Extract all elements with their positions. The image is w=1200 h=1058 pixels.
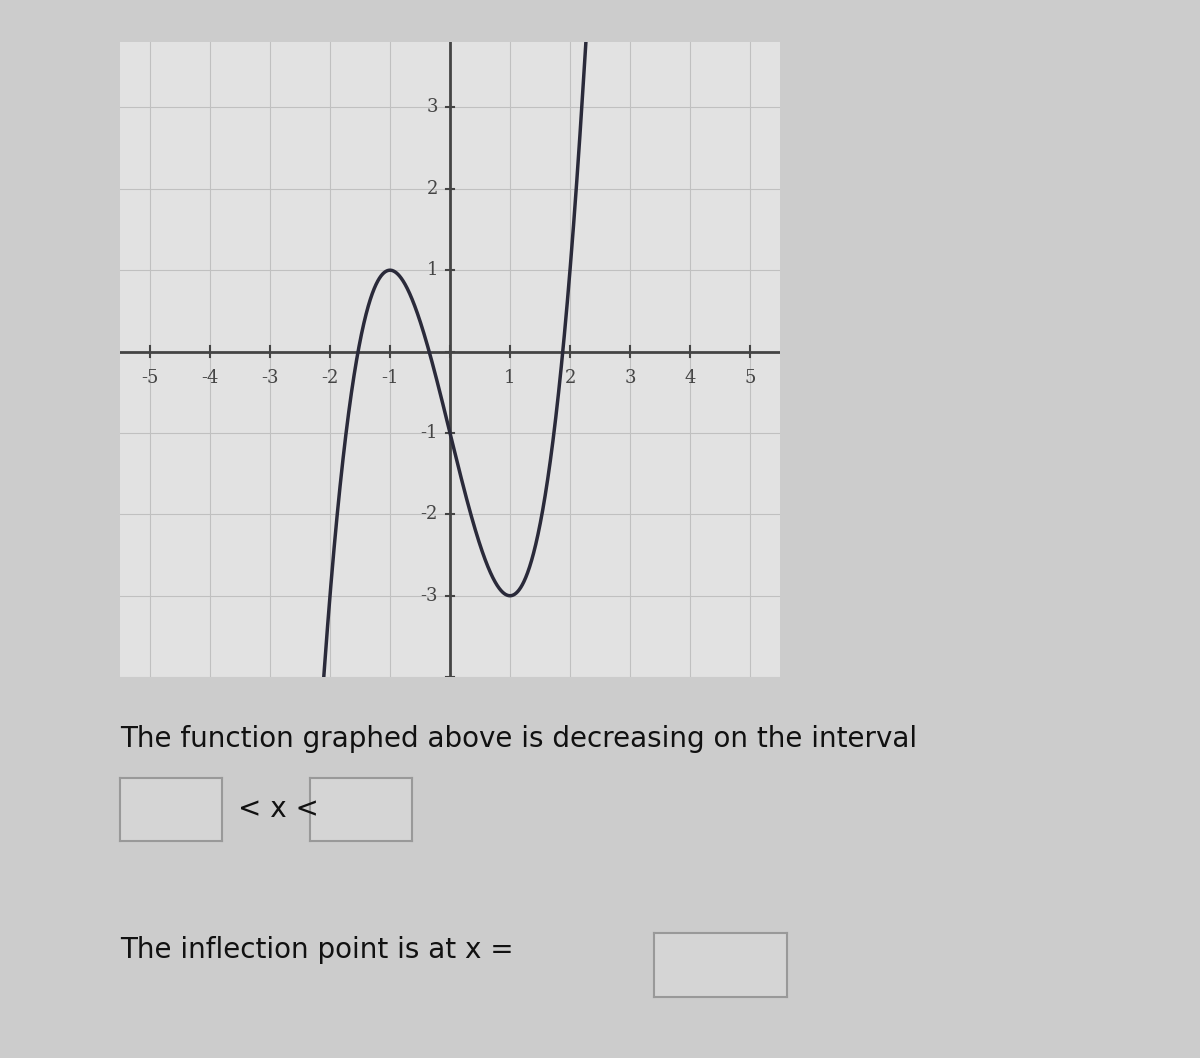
Text: 1: 1 <box>504 369 516 387</box>
Text: -1: -1 <box>382 369 398 387</box>
Text: -4: -4 <box>202 369 218 387</box>
Text: 5: 5 <box>744 369 756 387</box>
Text: -3: -3 <box>262 369 278 387</box>
Text: 1: 1 <box>426 261 438 279</box>
Text: 2: 2 <box>427 180 438 198</box>
Text: 3: 3 <box>624 369 636 387</box>
Text: -3: -3 <box>420 587 438 605</box>
Text: 3: 3 <box>426 98 438 116</box>
Text: The function graphed above is decreasing on the interval: The function graphed above is decreasing… <box>120 725 917 752</box>
Text: 4: 4 <box>684 369 696 387</box>
Text: The inflection point is at x =: The inflection point is at x = <box>120 936 514 964</box>
Text: < x <: < x < <box>238 796 318 823</box>
Text: -1: -1 <box>420 424 438 442</box>
Text: 2: 2 <box>564 369 576 387</box>
Text: -2: -2 <box>322 369 338 387</box>
Text: -5: -5 <box>142 369 158 387</box>
Text: -2: -2 <box>421 506 438 524</box>
